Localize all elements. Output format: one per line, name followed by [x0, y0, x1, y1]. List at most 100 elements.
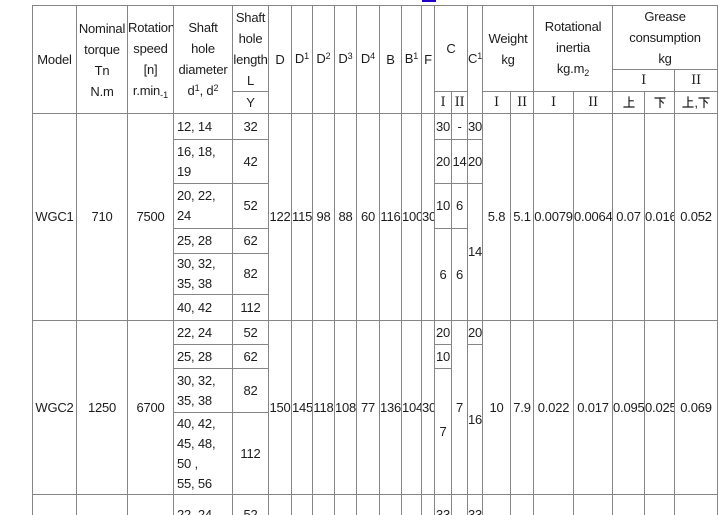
header-grease-updown: ,	[674, 91, 719, 114]
weightI-cell: 10	[482, 320, 512, 495]
len-cell: 62	[232, 228, 269, 254]
D4-cell: 77	[356, 320, 380, 495]
header-inertia-II: II	[573, 91, 614, 114]
greaseIup-cell: 0.07	[612, 113, 646, 321]
diam-cell: 22, 24	[173, 494, 233, 515]
D1-sup: 1	[304, 51, 310, 61]
header-D: D	[268, 5, 292, 114]
D2-cell	[312, 494, 335, 515]
diam-cell: 20, 22, 24	[173, 183, 233, 229]
D2-base: D	[316, 51, 326, 66]
diam-cell: 22, 24	[173, 320, 233, 345]
header-shaft-hole-diameter: Shaft hole diameter d1, d2	[173, 5, 233, 114]
diam-separator: ,	[199, 82, 207, 98]
header-rotational-inertia: Rotational inertia kg.m2	[533, 5, 614, 92]
cI-cell: 10	[434, 344, 452, 369]
greaseIup-cell	[612, 494, 646, 515]
cII-cell: 14	[450, 139, 469, 184]
D-cell	[268, 494, 292, 515]
speed-cell: 6700	[127, 320, 174, 495]
D4-cell: 60	[356, 113, 380, 321]
cjk-shang-icon	[682, 95, 694, 108]
D3-sup: 3	[347, 51, 353, 61]
len-cell: 52	[232, 320, 269, 345]
c1-cell: 16	[467, 344, 484, 495]
len-cell: 82	[232, 253, 269, 295]
d2: d	[206, 82, 214, 98]
cI-cell: 6	[434, 228, 452, 321]
header-torque: Nominal torque Tn N.m	[76, 5, 128, 114]
len-cell: 32	[232, 113, 269, 140]
D1-cell	[291, 494, 313, 515]
model-cell: WGC2	[32, 320, 77, 495]
cI-cell: 20	[434, 320, 452, 345]
cII-cell: 6	[450, 228, 469, 321]
weightII-cell: 5.1	[510, 113, 535, 321]
header-D2: D2	[312, 5, 335, 114]
len-cell: 52	[232, 494, 269, 515]
header-grease-consumption: Grease consumption kg	[612, 5, 719, 70]
header-grease-down	[644, 91, 676, 114]
greaseIup-cell: 0.095	[612, 320, 646, 495]
header-length-Y: Y	[232, 91, 269, 114]
B1-cell: 100	[401, 113, 422, 321]
diam-cell: 16, 18, 19	[173, 139, 233, 184]
F-cell: 30	[421, 320, 435, 495]
B-cell	[379, 494, 402, 515]
coupling-spec-table: Model Nominal torque Tn N.m Rotation spe…	[32, 5, 719, 515]
header-weight-II: II	[510, 91, 535, 114]
inertiaII-cell	[573, 494, 614, 515]
header-D1: D1	[291, 5, 313, 114]
c1-cell: 20	[467, 139, 484, 184]
inertiaI-cell: 0.022	[533, 320, 575, 495]
len-cell: 42	[232, 139, 269, 184]
speed-lines: Rotation speed [n]	[128, 19, 174, 77]
diam-cell: 25, 28	[173, 344, 233, 369]
cjk-shang-icon	[622, 95, 635, 108]
d1: d	[187, 82, 195, 98]
len-cell: 52	[232, 183, 269, 229]
header-F: F	[421, 5, 435, 114]
d2-sup: 2	[213, 82, 219, 93]
D-cell: 150	[268, 320, 292, 495]
header-B: B	[379, 5, 402, 114]
diam-cell: 12, 14	[173, 113, 233, 140]
B-cell: 116	[379, 113, 402, 321]
greaseII-cell: 0.069	[674, 320, 719, 495]
D2-cell: 98	[312, 113, 335, 321]
header-grease-II: II	[674, 69, 719, 92]
inertiaII-cell: 0.017	[573, 320, 614, 495]
B-cell: 136	[379, 320, 402, 495]
greaseII-cell	[674, 494, 719, 515]
greaseIdown-cell: 0.025	[644, 320, 676, 495]
D1-cell: 115	[291, 113, 313, 321]
c1-cell: 33	[467, 494, 484, 515]
cI-cell: 33	[434, 494, 452, 515]
header-D3: D3	[334, 5, 357, 114]
len-cell: 62	[232, 344, 269, 369]
header-weight: Weight kg	[482, 5, 535, 92]
C1-base: C	[468, 51, 478, 66]
speed-cell	[127, 494, 174, 515]
F-cell	[421, 494, 435, 515]
torque-cell: 710	[76, 113, 128, 321]
inertia-unit: kg.m	[556, 61, 585, 76]
inertiaI-cell	[533, 494, 575, 515]
diam-cell: 30, 32, 35, 38	[173, 368, 233, 413]
c1-cell: 14	[467, 183, 484, 321]
D4-sup: 4	[370, 51, 376, 61]
greaseIdown-cell	[644, 494, 676, 515]
D3-cell: 108	[334, 320, 357, 495]
cjk-xia-icon	[698, 96, 710, 108]
header-inertia-I: I	[533, 91, 575, 114]
speed-unit: r.min	[132, 82, 161, 98]
inertia-unit-sub: 2	[584, 68, 590, 78]
F-cell: 30	[421, 113, 435, 321]
D3-cell: 88	[334, 113, 357, 321]
B1-cell: 104	[401, 320, 422, 495]
weightII-cell: 7.9	[510, 320, 535, 495]
D4-base: D	[360, 51, 371, 66]
header-model: Model	[32, 5, 77, 114]
D2-cell: 118	[312, 320, 335, 495]
diam-cell: 40, 42, 45, 48, 50 , 55, 56	[173, 412, 233, 495]
